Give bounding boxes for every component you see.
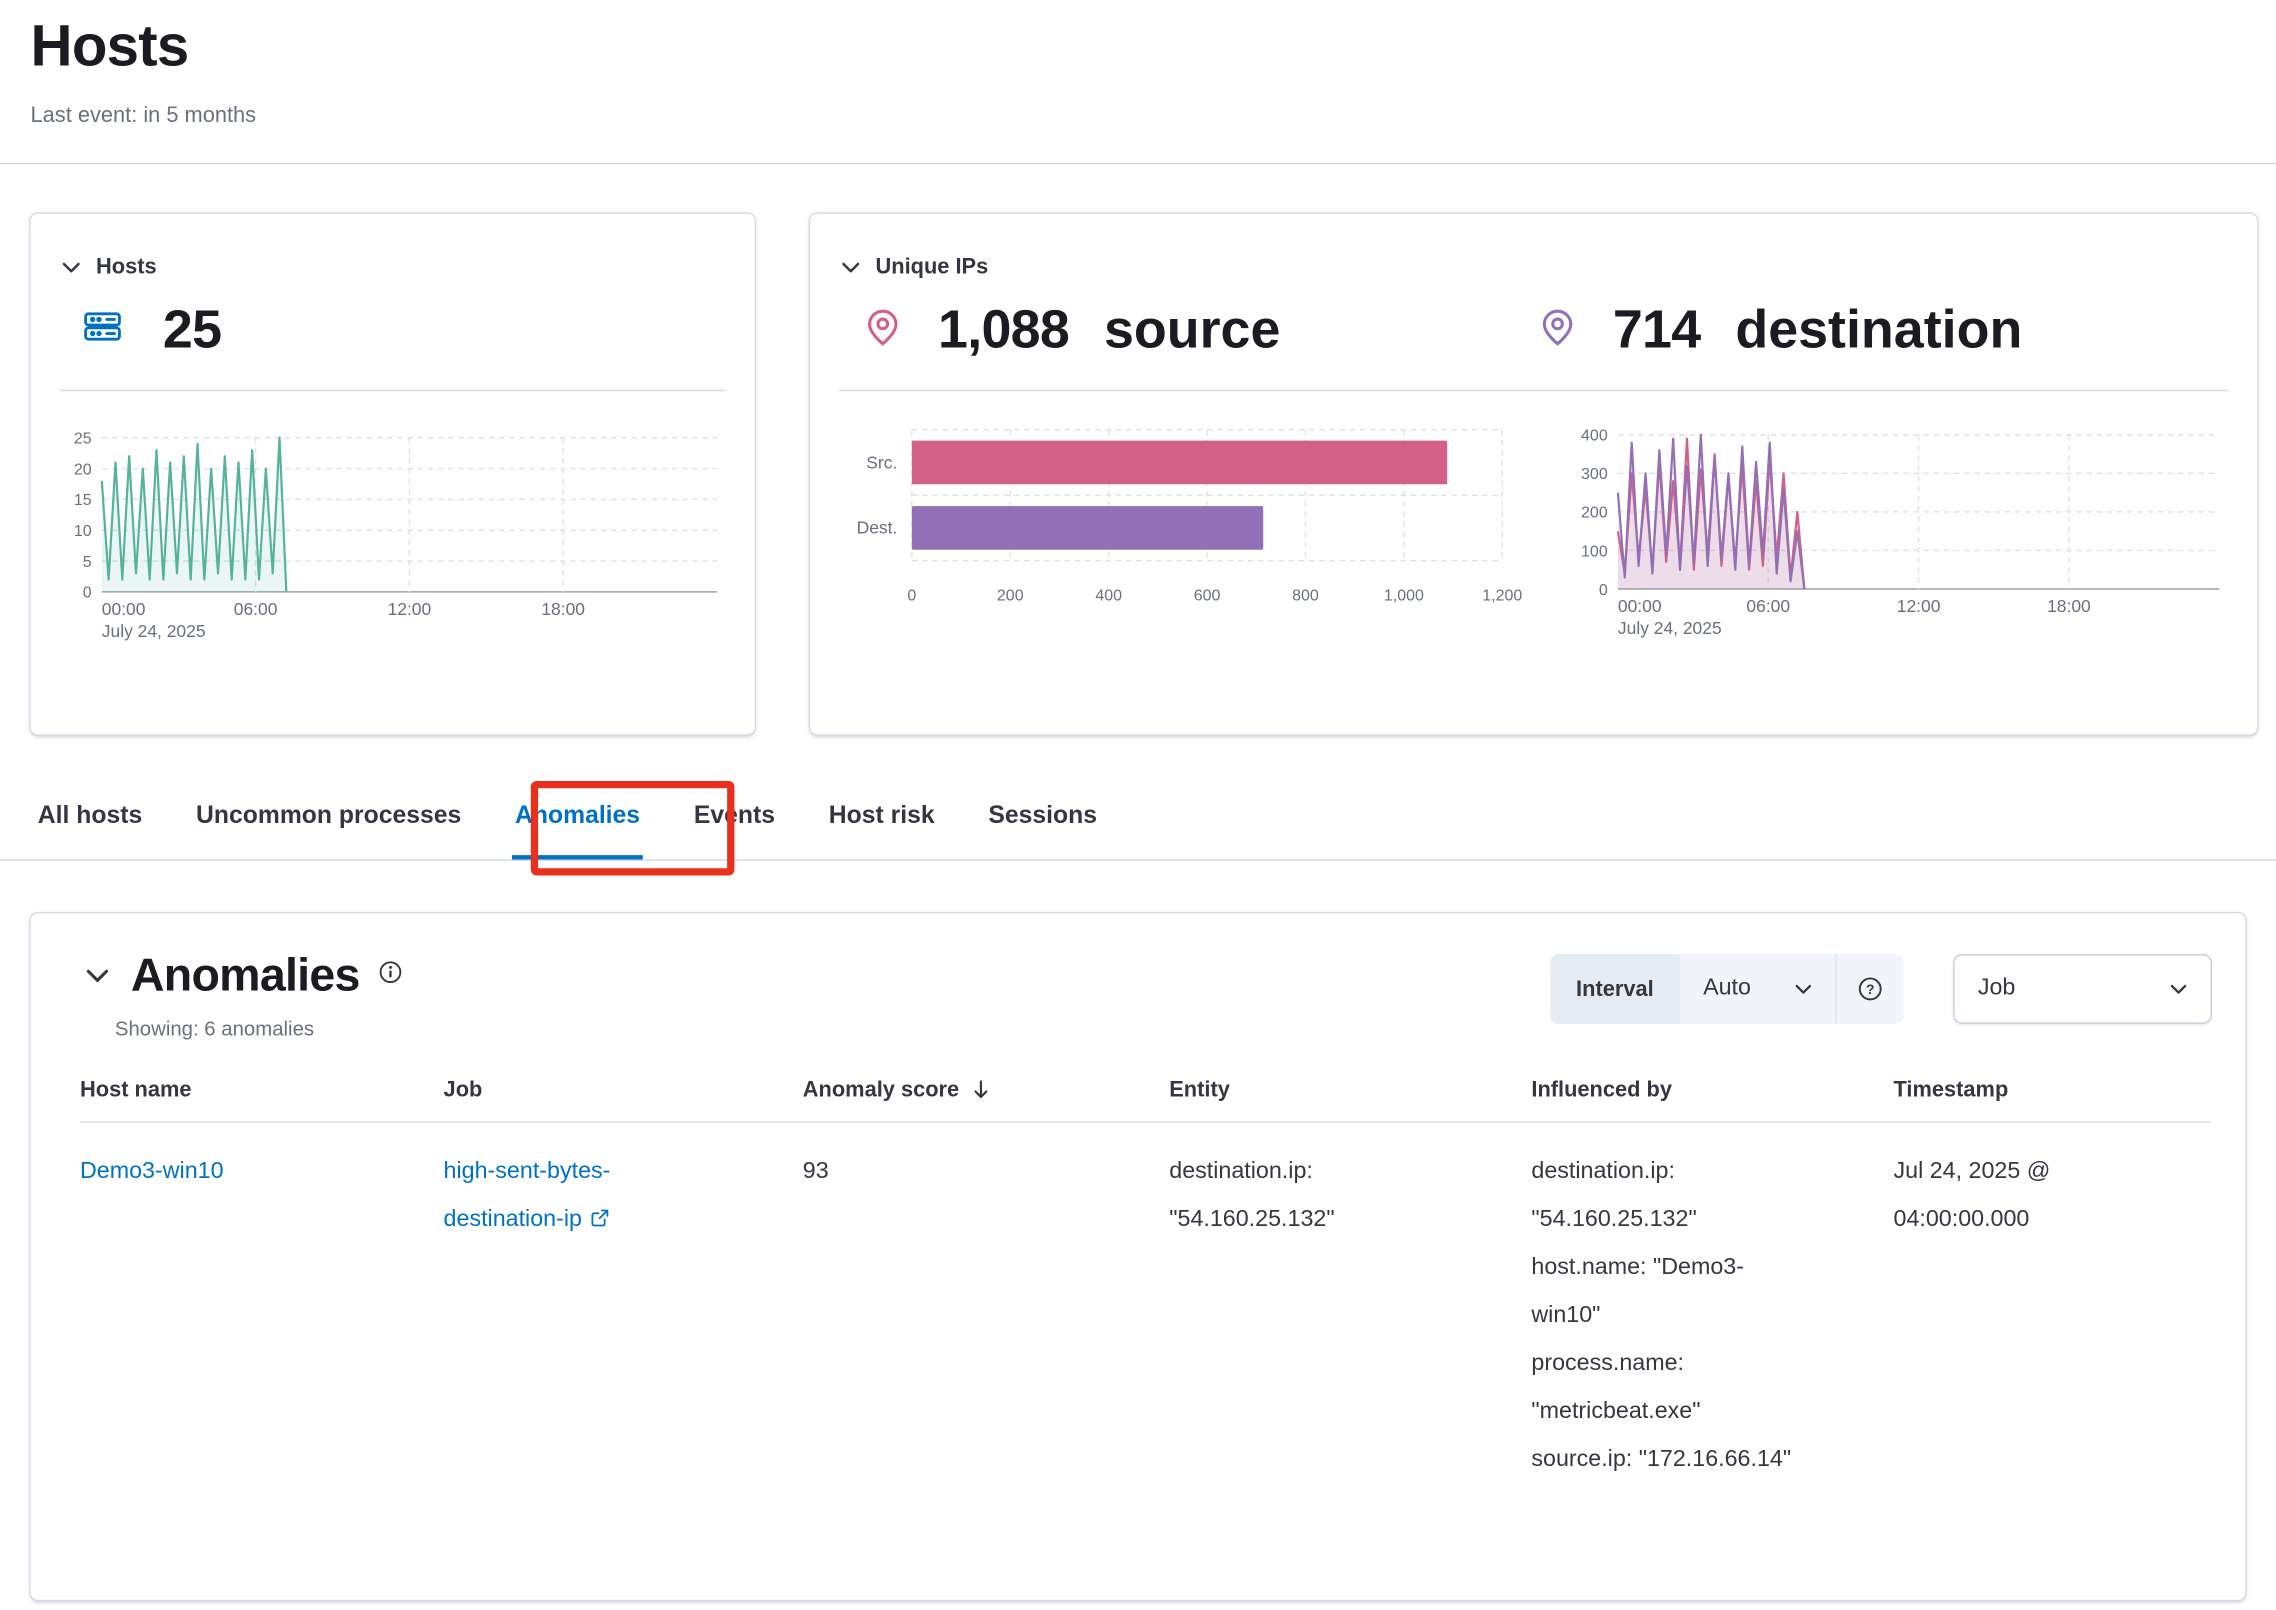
tab-all-hosts[interactable]: All hosts	[37, 801, 143, 829]
svg-text:0: 0	[83, 585, 92, 602]
unique-ips-panel-title: Unique IPs	[875, 254, 989, 280]
svg-text:06:00: 06:00	[234, 599, 278, 619]
last-event-text: Last event: in 5 months	[30, 103, 257, 128]
svg-text:600: 600	[1194, 588, 1221, 605]
hosts-panel-title: Hosts	[95, 254, 157, 280]
svg-text:15: 15	[74, 492, 92, 509]
unique-ips-line-chart: 0 100 200 300 400 00:00 06:00 12:00 18:00 July 24…	[1581, 428, 2220, 638]
source-ips-count: 1,088	[938, 299, 1070, 360]
svg-text:0: 0	[1599, 582, 1608, 599]
interval-help-button[interactable]: ?	[1835, 954, 1903, 1024]
svg-text:25: 25	[74, 431, 92, 448]
svg-text:12:00: 12:00	[1897, 596, 1941, 616]
tab-host-risk[interactable]: Host risk	[828, 801, 935, 829]
svg-text:10: 10	[74, 523, 92, 540]
job-select[interactable]: Job	[1953, 954, 2212, 1024]
tab-sessions[interactable]: Sessions	[988, 801, 1097, 829]
column-header-entity: Entity	[1169, 1077, 1230, 1103]
svg-text:800: 800	[1292, 588, 1319, 605]
storage-icon	[80, 304, 125, 356]
destination-ips-count: 714	[1612, 299, 1701, 360]
destination-ips-label: destination	[1735, 299, 2023, 360]
panel-divider	[59, 389, 726, 392]
info-icon[interactable]	[379, 959, 404, 991]
host-name-link[interactable]: Demo3-win10	[79, 1159, 224, 1184]
destination-pin-icon	[1537, 306, 1578, 354]
interval-select[interactable]: Auto	[1680, 954, 1835, 1024]
showing-count-text: Showing: 6 anomalies	[114, 1016, 315, 1040]
svg-text:06:00: 06:00	[1746, 596, 1790, 616]
collapse-chevron-icon[interactable]	[83, 961, 112, 990]
kpi-panels: Hosts 25 0 5 10 15 20 25 00:00 06:00 12:00 18:00 J…	[29, 212, 2259, 736]
hosts-count: 25	[162, 299, 222, 360]
hosts-area-chart: 0 5 10 15 20 25 00:00 06:00 12:00 18:00 July 24, 2…	[74, 431, 717, 641]
influenced-by-value: destination.ip: "54.160.25.132" host.nam…	[1531, 1159, 1792, 1472]
entity-value: destination.ip: "54.160.25.132"	[1169, 1159, 1335, 1232]
collapse-chevron-icon[interactable]	[839, 255, 862, 278]
help-icon: ?	[1858, 977, 1882, 1001]
timestamp-value: Jul 24, 2025 @ 04:00:00.000	[1893, 1159, 2051, 1232]
anomaly-score-value: 93	[802, 1159, 829, 1184]
svg-text:12:00: 12:00	[388, 599, 432, 619]
panel-divider	[839, 389, 2228, 392]
svg-text:200: 200	[997, 588, 1024, 605]
hosts-panel: Hosts 25 0 5 10 15 20 25 00:00 06:00 12:00 18:00 J…	[29, 212, 757, 736]
table-row: Demo3-win10 high-sent-bytes-destination-…	[80, 1123, 2211, 1484]
table-header-row: Host name Job Anomaly score Entity Influ…	[79, 1077, 2211, 1123]
tab-events[interactable]: Events	[693, 801, 775, 829]
column-header-influenced-by: Influenced by	[1531, 1077, 1672, 1103]
job-link[interactable]: high-sent-bytes-destination-ip	[443, 1159, 611, 1232]
svg-text:300: 300	[1581, 466, 1608, 483]
tab-uncommon-processes[interactable]: Uncommon processes	[196, 801, 462, 829]
svg-text:400: 400	[1095, 588, 1122, 605]
external-link-icon	[590, 1209, 608, 1227]
svg-text:July 24, 2025: July 24, 2025	[102, 621, 206, 641]
interval-label: Interval	[1549, 954, 1680, 1024]
svg-text:Src.: Src.	[866, 452, 897, 472]
interval-control: Interval Auto ?	[1549, 954, 1904, 1024]
column-header-job: Job	[443, 1077, 483, 1103]
collapse-chevron-icon[interactable]	[60, 255, 83, 278]
svg-text:1,200: 1,200	[1482, 588, 1522, 605]
svg-text:18:00: 18:00	[2047, 596, 2091, 616]
header-divider	[0, 162, 2276, 165]
anomalies-title: Anomalies	[130, 948, 361, 1001]
svg-text:1,000: 1,000	[1384, 588, 1424, 605]
job-select-label: Job	[1977, 975, 2016, 1001]
column-header-anomaly-score[interactable]: Anomaly score	[803, 1078, 1169, 1102]
unique-ips-panel: Unique IPs 1,088 source	[808, 212, 2259, 736]
svg-text:0: 0	[907, 588, 916, 605]
interval-selected-value: Auto	[1703, 975, 1751, 1001]
column-header-host-name: Host name	[79, 1077, 192, 1103]
svg-text:20: 20	[74, 461, 92, 478]
svg-text:?: ?	[1866, 981, 1875, 997]
svg-text:00:00: 00:00	[1618, 596, 1662, 616]
svg-text:18:00: 18:00	[541, 599, 585, 619]
source-pin-icon	[862, 306, 903, 354]
hosts-tabs: All hosts Uncommon processes Anomalies E…	[0, 780, 2276, 861]
svg-text:200: 200	[1581, 505, 1608, 522]
svg-text:Dest.: Dest.	[857, 518, 898, 538]
unique-ips-bar-chart: 0 200 400 600 800 1,000 1,200 Src. Dest.	[857, 429, 1522, 605]
anomalies-panel: Anomalies Showing: 6 anomalies Interval	[29, 911, 2247, 1602]
sort-descending-icon	[973, 1080, 987, 1099]
svg-text:00:00: 00:00	[102, 599, 146, 619]
tab-anomalies[interactable]: Anomalies	[512, 780, 643, 860]
column-header-timestamp: Timestamp	[1893, 1077, 2009, 1103]
chevron-down-icon	[2170, 984, 2187, 994]
anomalies-table: Host name Job Anomaly score Entity Influ…	[79, 1077, 2211, 1484]
svg-text:July 24, 2025: July 24, 2025	[1618, 618, 1722, 638]
page-title: Hosts	[30, 14, 190, 79]
chevron-down-icon	[1795, 984, 1812, 994]
source-ips-label: source	[1103, 299, 1281, 360]
svg-text:5: 5	[83, 554, 92, 571]
svg-text:100: 100	[1581, 543, 1608, 560]
anomalies-controls: Interval Auto ? Job	[1549, 954, 2212, 1024]
svg-text:400: 400	[1581, 428, 1608, 445]
